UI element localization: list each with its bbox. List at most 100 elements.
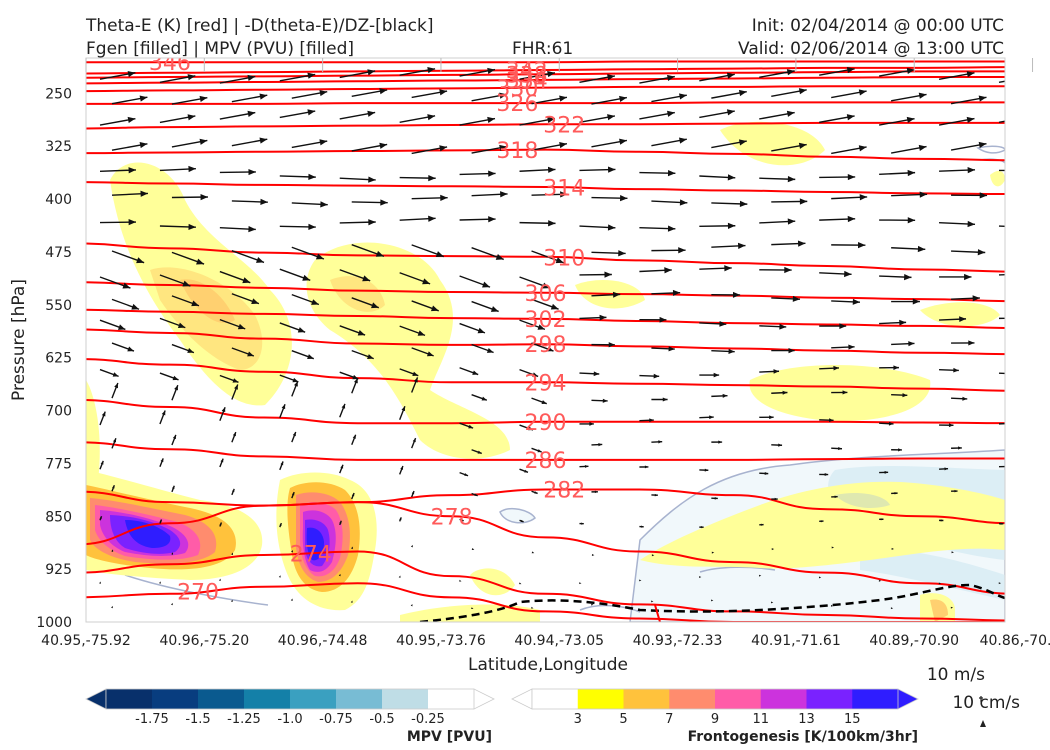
wind-arrow-head-icon: [256, 256, 264, 263]
wind-arrow-head-icon: [367, 110, 376, 117]
wind-arrow-head-icon: [426, 351, 434, 357]
wind-arrow-head-icon: [1024, 271, 1031, 277]
y-tick-label: 250: [45, 86, 72, 102]
wind-arrow-head-icon: [948, 423, 954, 428]
wind-arrow-head-icon: [500, 191, 508, 198]
theta-e-spur: [654, 604, 661, 622]
wind-arrow-head-icon: [602, 398, 608, 403]
wind-arrow-head-icon: [880, 518, 884, 521]
theta-e-contour-line: [86, 308, 1005, 329]
wind-arrow-head-icon: [907, 217, 916, 224]
wind-arrow-head-icon: [608, 166, 616, 173]
wind-arrow-head-icon: [839, 323, 847, 329]
wind-arrow-head-icon: [439, 89, 448, 96]
wind-arrow-head-icon: [699, 576, 702, 578]
wind-arrow-head-icon: [139, 142, 148, 149]
wind-arrow-head-icon: [598, 443, 603, 447]
wind-arrow-head-icon: [940, 519, 944, 522]
wind-arrow-head-icon: [379, 142, 388, 149]
wind-arrow-head-icon: [430, 305, 439, 312]
wind-arrow-head-icon: [297, 327, 306, 333]
wind-arrow-head-icon: [594, 490, 598, 494]
wind-arrow-head-icon: [161, 410, 166, 416]
theta-e-contour-line: [86, 550, 1005, 622]
wind-arrow-head-icon: [291, 549, 293, 553]
wind-arrow-head-icon: [938, 582, 942, 585]
wind-arrow-head-icon: [413, 377, 418, 383]
wind-arrow-head-icon: [113, 438, 117, 443]
wind-arrow-head-icon: [667, 110, 675, 117]
wind-arrow-head-icon: [711, 599, 714, 602]
wind-arrow-head-icon: [196, 258, 205, 265]
theta-e-contour-line: [86, 181, 1005, 196]
wind-arrow-head-icon: [428, 215, 436, 222]
wind-arrow-head-icon: [619, 95, 627, 103]
wind-arrow-head-icon: [727, 174, 736, 181]
y-tick-label: 925: [45, 562, 72, 578]
wind-arrow-head-icon: [440, 194, 448, 202]
colorbar-extend-left: [85, 688, 107, 710]
wind-arrow-head-icon: [187, 348, 194, 353]
wind-arrow-head-icon: [398, 575, 401, 578]
wind-arrow-head-icon: [678, 247, 686, 254]
wind-arrow-head-icon: [350, 600, 353, 603]
wind-arrow-head-icon: [546, 346, 554, 352]
theta-e-label: 282: [543, 478, 585, 503]
wind-arrow-head-icon: [788, 347, 795, 354]
wind-arrow-head-icon: [581, 522, 584, 525]
theta-e-label: 314: [543, 176, 585, 201]
theta-e-contour-line: [86, 441, 1005, 461]
wind-arrow-head-icon: [724, 265, 732, 272]
wind-arrow-head-icon: [782, 390, 788, 395]
wind-arrow-head-icon: [846, 67, 855, 74]
wind-arrow-head-icon: [830, 604, 834, 607]
colorbar-segment: [106, 689, 153, 709]
wind-arrow-head-icon: [764, 471, 769, 475]
x-axis-label: Latitude,Longitude: [468, 655, 628, 675]
wind-arrow-head-icon: [653, 373, 660, 379]
wind-arrow-head-icon: [528, 426, 534, 431]
wind-arrow-head-icon: [641, 525, 644, 528]
wind-arrow-head-icon: [100, 460, 104, 465]
wind-arrow-head-icon: [1009, 422, 1014, 426]
wind-arrow-head-icon: [555, 257, 564, 264]
wind-arrow-head-icon: [667, 74, 675, 81]
wind-arrow-head-icon: [559, 141, 567, 149]
wind-arrow-head-icon: [899, 319, 907, 326]
colorbar-segment: [806, 689, 853, 709]
wind-arrow-head-icon: [139, 95, 148, 102]
wind-arrow-head-icon: [954, 489, 958, 493]
wind-arrow-head-icon: [541, 282, 550, 289]
colorbar-frame: [105, 688, 475, 710]
wind-arrow-head-icon: [679, 93, 687, 100]
wind-arrow-head-icon: [787, 218, 796, 225]
reference-vector-vertical: 10 cm/s: [952, 693, 1020, 713]
x-tick-label: 40.89,-70.90: [869, 633, 959, 649]
wind-arrow-head-icon: [978, 95, 987, 102]
wind-arrow-head-icon: [604, 271, 612, 278]
wind-arrow-head-icon: [620, 195, 628, 202]
wind-arrow-head-icon: [122, 282, 131, 289]
wind-arrow-head-icon: [281, 404, 286, 410]
wind-arrow-head-icon: [341, 403, 346, 409]
colorbar-segment: [760, 689, 807, 709]
wind-arrow-head-icon: [907, 169, 916, 177]
wind-arrow-head-icon: [117, 324, 126, 330]
wind-arrow-head-icon: [428, 174, 436, 182]
forecast-hour: FHR:61: [512, 39, 573, 59]
wind-arrow-head-icon: [368, 176, 376, 183]
wind-arrow-head-icon: [769, 415, 774, 420]
wind-arrow-head-icon: [308, 223, 316, 231]
wind-arrow-head-icon: [427, 114, 436, 121]
wind-arrow-head-icon: [968, 340, 975, 346]
colorbar-segment: [577, 689, 624, 709]
wind-arrow-head-icon: [852, 298, 860, 305]
wind-arrow-head-icon: [362, 275, 371, 282]
wind-arrow-head-icon: [412, 371, 419, 376]
wind-arrow-head-icon: [1019, 315, 1026, 321]
wind-arrow-head-icon: [127, 116, 136, 124]
x-tick-label: 40.86,-70.1: [980, 633, 1050, 649]
y-axis-ticks: 250 325 400 475 550 625 700 775 850 925 1000: [36, 86, 72, 631]
wind-arrow-head-icon: [559, 95, 567, 102]
